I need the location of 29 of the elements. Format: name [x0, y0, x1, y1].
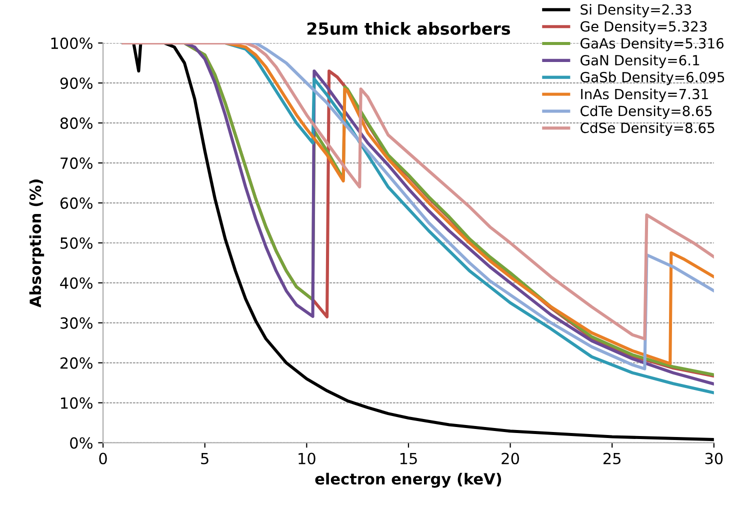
legend-label: CdTe Density=8.65 [580, 105, 712, 119]
legend-label: GaAs Density=5.316 [580, 38, 724, 52]
x-tick-label: 20 [502, 452, 519, 464]
y-tick-label: 20% [60, 357, 92, 369]
y-tick-label: 30% [60, 317, 92, 329]
y-tick-label: 40% [60, 277, 92, 289]
y-tick-label: 80% [60, 117, 92, 129]
chart-title: 25um thick absorbers [307, 22, 510, 35]
y-tick-label: 100% [51, 37, 92, 50]
legend-label: GaSb Density=6.095 [580, 72, 724, 86]
x-tick-label: 25 [604, 452, 620, 464]
x-axis-title: electron energy (keV) [315, 472, 502, 488]
x-tick-label: 0 [99, 452, 107, 464]
y-tick-label: 60% [60, 197, 92, 209]
legend-label: Si Density=2.33 [580, 4, 692, 18]
legend-label: Ge Density=5.323 [580, 20, 707, 34]
x-tick-label: 30 [705, 452, 723, 464]
x-tick-label: 10 [298, 452, 316, 464]
y-tick-label: 10% [61, 397, 92, 409]
y-axis-title: Absorption (%) [29, 180, 44, 308]
y-tick-label: 50% [60, 237, 92, 249]
y-tick-label: 0% [70, 437, 92, 449]
legend-label: CdSe Density=8.65 [580, 122, 714, 136]
legend-label: GaN Density=6.1 [580, 54, 700, 68]
y-tick-label: 70% [60, 157, 92, 169]
x-tick-label: 15 [400, 452, 417, 464]
x-tick-label: 5 [201, 452, 208, 464]
legend-label: InAs Density=7.31 [581, 88, 708, 102]
y-tick-label: 90% [60, 77, 92, 90]
